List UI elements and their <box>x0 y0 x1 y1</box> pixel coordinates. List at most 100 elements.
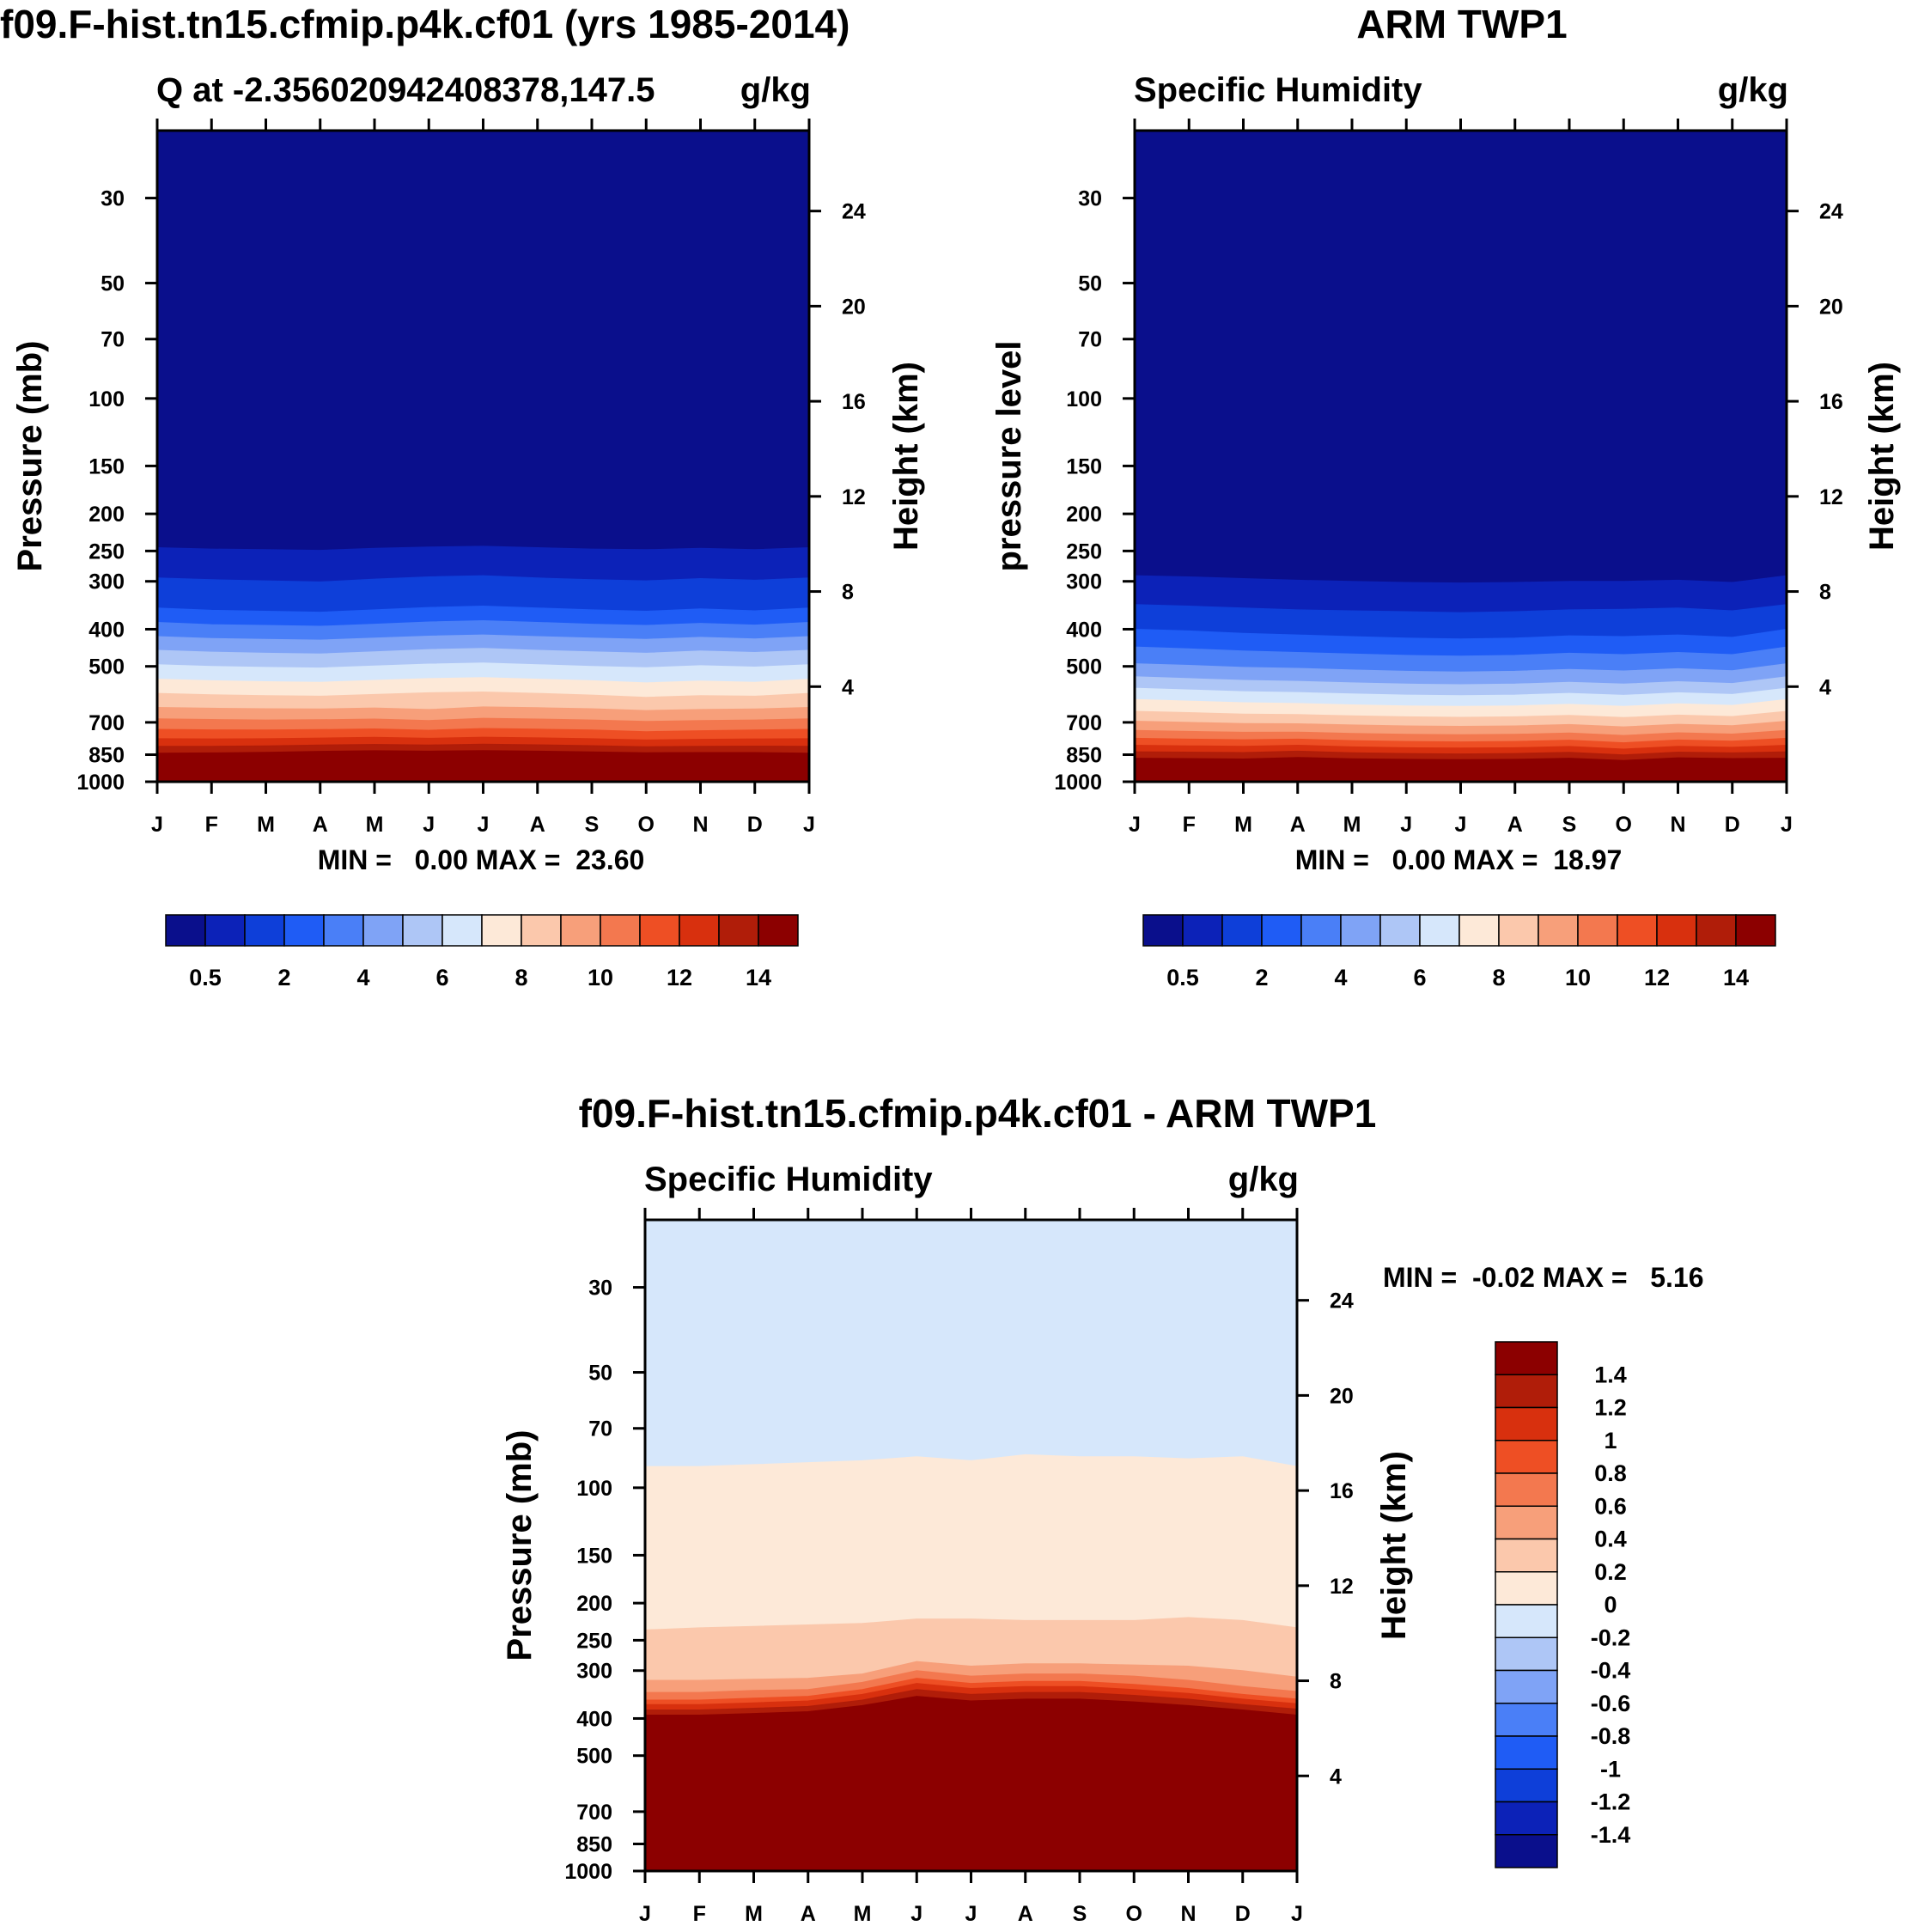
colorbar-label: -0.2 <box>1591 1624 1631 1650</box>
colorbar-label: 4 <box>356 965 369 990</box>
y-tick-label: 200 <box>1066 503 1102 527</box>
y-tick-label: 200 <box>576 1592 612 1616</box>
panel-obs-ylabel: pressure level <box>990 340 1028 571</box>
panel-model-colorbar: 0.5 2 4 6 8 10 12 14 <box>165 914 799 990</box>
colorbar-label: 14 <box>1723 965 1749 990</box>
colorbar-label: 1 <box>1604 1428 1617 1454</box>
x-tick-label: J <box>151 813 163 837</box>
x-tick-label: M <box>1343 813 1361 837</box>
colorbar-box <box>481 914 522 947</box>
x-tick-label: F <box>1183 813 1196 837</box>
y-tick-label: 500 <box>1066 655 1102 680</box>
colorbar-label: -0.8 <box>1591 1723 1631 1749</box>
colorbar-box <box>1495 1768 1558 1803</box>
colorbar-box <box>1498 914 1539 947</box>
y-tick-label: 400 <box>576 1707 612 1731</box>
y-tick-label: 30 <box>588 1277 612 1301</box>
colorbar-box <box>1142 914 1184 947</box>
y2-tick-label: 8 <box>842 581 854 605</box>
colorbar-box <box>1458 914 1500 947</box>
colorbar-box <box>1656 914 1697 947</box>
y2-tick-label: 24 <box>1819 200 1843 224</box>
y-tick-label: 100 <box>1066 387 1102 411</box>
colorbar-box <box>165 914 206 947</box>
x-tick-label: A <box>801 1902 816 1926</box>
x-tick-label: M <box>745 1902 763 1926</box>
y-tick-label: 500 <box>576 1745 612 1769</box>
x-tick-label: M <box>366 813 384 837</box>
y2-tick-label: 8 <box>1819 581 1831 605</box>
panel-diff: f09.F-hist.tn15.cfmip.p4k.cf01 - ARM TWP… <box>501 1091 1703 1926</box>
colorbar-label: 2 <box>1255 965 1268 990</box>
colorbar-box <box>1735 914 1776 947</box>
y2-tick-label: 12 <box>842 485 866 509</box>
colorbar-box <box>1577 914 1618 947</box>
colorbar-label: 0.5 <box>1166 965 1199 990</box>
y2-tick-label: 20 <box>842 295 866 319</box>
panel-model-y2label: Height (km) <box>887 362 925 551</box>
y-tick-label: 500 <box>88 655 125 680</box>
colorbar-box <box>758 914 799 947</box>
colorbar-label: 4 <box>1334 965 1347 990</box>
x-tick-label: D <box>747 813 763 837</box>
colorbar-box <box>1495 1669 1558 1704</box>
colorbar-label: 12 <box>1644 965 1670 990</box>
y-tick-label: 700 <box>576 1801 612 1825</box>
x-tick-label: J <box>965 1902 977 1926</box>
colorbar-box <box>560 914 601 947</box>
colorbar-label: 10 <box>1565 965 1591 990</box>
panel-obs-subtitle-left: Specific Humidity <box>1134 71 1422 109</box>
colorbar-box <box>1221 914 1263 947</box>
colorbar-label: 2 <box>277 965 290 990</box>
panel-obs-colorbar: 0.5 2 4 6 8 10 12 14 <box>1142 914 1776 990</box>
colorbar-label: 6 <box>1413 965 1426 990</box>
y2-tick-label: 16 <box>842 390 866 414</box>
y-tick-label: 100 <box>88 387 125 411</box>
colorbar-box <box>402 914 443 947</box>
colorbar-box <box>1495 1341 1558 1375</box>
colorbar-label: -0.4 <box>1591 1658 1631 1684</box>
x-tick-label: M <box>257 813 275 837</box>
x-tick-label: S <box>1562 813 1577 837</box>
y-tick-label: 50 <box>588 1362 612 1386</box>
y2-tick-label: 4 <box>842 675 854 699</box>
y-tick-label: 250 <box>1066 539 1102 564</box>
colorbar-box <box>362 914 404 947</box>
y-tick-label: 200 <box>88 503 125 527</box>
colorbar-label: 0.8 <box>1594 1460 1627 1486</box>
panel-diff-plot: J F M A M J J A S O N D J 30 50 70 100 150 200 250 300 400 500… <box>564 1208 1354 1926</box>
colorbar-box <box>718 914 759 947</box>
x-tick-label: O <box>638 813 655 837</box>
y-tick-label: 250 <box>88 539 125 564</box>
y2-tick-label: 16 <box>1819 390 1843 414</box>
colorbar-box <box>1696 914 1737 947</box>
colorbar-box <box>521 914 562 947</box>
x-tick-label: O <box>1126 1902 1142 1926</box>
x-tick-label: N <box>1670 813 1685 837</box>
colorbar-label: 0.2 <box>1594 1559 1627 1585</box>
y2-tick-label: 24 <box>1330 1289 1354 1313</box>
y-tick-label: 150 <box>576 1544 612 1568</box>
panel-diff-subtitle-left: Specific Humidity <box>644 1161 933 1198</box>
x-tick-label: J <box>1291 1902 1303 1926</box>
colorbar-box <box>1495 1735 1558 1770</box>
colorbar-label: 1.2 <box>1594 1395 1627 1421</box>
colorbar-box <box>1495 1604 1558 1638</box>
colorbar-box <box>1340 914 1381 947</box>
y-tick-label: 700 <box>1066 711 1102 735</box>
colorbar-label: -0.6 <box>1591 1691 1631 1716</box>
panel-obs-y2label: Height (km) <box>1863 362 1901 551</box>
x-tick-label: F <box>693 1902 706 1926</box>
colorbar-box <box>323 914 364 947</box>
x-tick-label: N <box>1180 1902 1196 1926</box>
y-tick-label: 70 <box>588 1417 612 1441</box>
panel-model-minmax: MIN = 0.00 MAX = 23.60 <box>318 844 645 875</box>
colorbar-box <box>1300 914 1342 947</box>
colorbar-box <box>679 914 720 947</box>
colorbar-box <box>1495 1472 1558 1507</box>
y-tick-label: 850 <box>1066 744 1102 768</box>
panel-diff-minmax: MIN = -0.02 MAX = 5.16 <box>1383 1262 1703 1293</box>
panel-diff-subtitle-right: g/kg <box>1228 1161 1299 1198</box>
x-tick-label: N <box>692 813 708 837</box>
colorbar-label: 10 <box>588 965 613 990</box>
